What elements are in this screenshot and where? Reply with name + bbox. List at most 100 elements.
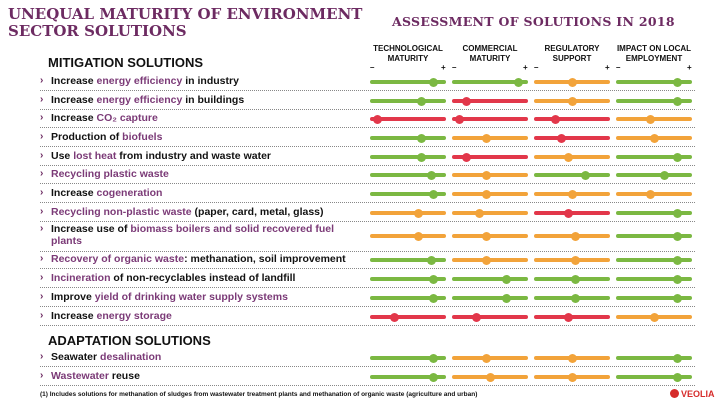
rating-knob — [646, 114, 656, 124]
adaptation-row-label: Seawater desalination — [51, 351, 365, 363]
brand-name: VEOLIA — [681, 389, 715, 399]
rating-bar — [452, 117, 528, 121]
chevron-right-icon: › — [40, 223, 44, 234]
rating-knob — [482, 353, 492, 363]
rating-knob — [482, 133, 492, 143]
label-text: in buildings — [182, 94, 245, 106]
rating-knob — [413, 231, 423, 241]
rating-knob — [672, 293, 682, 303]
rating-bar — [616, 80, 692, 84]
rating-knob — [416, 96, 426, 106]
label-text: Increase — [51, 187, 97, 199]
chevron-right-icon: › — [40, 112, 44, 123]
rating-knob — [659, 170, 669, 180]
rating-bar — [534, 173, 610, 177]
rating-knob — [428, 293, 438, 303]
label-highlight: energy efficiency — [96, 94, 183, 106]
rating-knob — [502, 274, 512, 284]
label-highlight: biomass boilers and solid recovered fuel… — [51, 223, 335, 247]
rating-bar — [616, 277, 692, 281]
chevron-right-icon: › — [40, 168, 44, 179]
mitigation-row-label: Production of biofuels — [51, 131, 365, 143]
row-divider — [40, 366, 695, 367]
mitigation-row-label: Increase CO₂ capture — [51, 112, 365, 124]
rating-bar — [370, 136, 446, 140]
label-highlight: biofuels — [122, 131, 163, 143]
chevron-right-icon: › — [40, 291, 44, 302]
label-highlight: desalination — [100, 351, 162, 363]
label-text: in industry — [182, 75, 239, 87]
mitigation-row-label: Increase cogeneration — [51, 187, 365, 199]
rating-bar — [616, 234, 692, 238]
label-highlight: Recycling non-plastic waste — [51, 206, 192, 218]
scale-plus: + — [441, 63, 446, 72]
rating-knob — [550, 114, 560, 124]
mitigation-row-label: Use lost heat from industry and waste wa… — [51, 150, 365, 162]
label-text: Improve — [51, 291, 95, 303]
rating-bar — [452, 80, 528, 84]
rating-knob — [428, 353, 438, 363]
rating-bar — [370, 211, 446, 215]
rating-bar — [534, 117, 610, 121]
chevron-right-icon: › — [40, 370, 44, 381]
rating-knob — [485, 372, 495, 382]
rating-knob — [672, 208, 682, 218]
label-text: : methanation, soil improvement — [184, 253, 346, 265]
adaptation-heading: ADAPTATION SOLUTIONS — [48, 333, 211, 348]
row-divider — [40, 385, 695, 386]
chevron-right-icon: › — [40, 75, 44, 86]
rating-knob — [649, 312, 659, 322]
scale-minus: – — [616, 63, 621, 72]
chevron-right-icon: › — [40, 150, 44, 161]
rating-knob — [455, 114, 465, 124]
logo-icon — [670, 389, 679, 398]
column-header: IMPACT ON LOCAL EMPLOYMENT — [616, 44, 692, 63]
rating-knob — [557, 133, 567, 143]
rating-bar — [370, 375, 446, 379]
label-text: Increase use of — [51, 223, 131, 235]
rating-knob — [672, 274, 682, 284]
scale-plus: + — [523, 63, 528, 72]
rating-knob — [564, 152, 574, 162]
label-highlight: Incineration — [51, 272, 111, 284]
mitigation-row-label: Increase energy efficiency in industry — [51, 75, 365, 87]
mitigation-row-label: Increase energy efficiency in buildings — [51, 94, 365, 106]
rating-knob — [646, 189, 656, 199]
mitigation-row-label: Recycling plastic waste — [51, 168, 365, 180]
label-text: Use — [51, 150, 74, 162]
label-highlight: cogeneration — [96, 187, 163, 199]
rating-bar — [370, 234, 446, 238]
row-divider — [40, 221, 695, 222]
rating-knob — [428, 189, 438, 199]
rating-knob — [672, 152, 682, 162]
rating-knob — [570, 255, 580, 265]
row-divider — [40, 268, 695, 269]
rating-knob — [428, 274, 438, 284]
rating-knob — [482, 170, 492, 180]
row-divider — [40, 306, 695, 307]
rating-knob — [564, 312, 574, 322]
rating-bar — [370, 258, 446, 262]
label-text: of non-recyclables instead of landfill — [110, 272, 296, 284]
brand-logo: VEOLIA — [670, 389, 715, 399]
rating-knob — [570, 293, 580, 303]
rating-knob — [482, 255, 492, 265]
row-divider — [40, 325, 695, 326]
rating-knob — [672, 372, 682, 382]
rating-knob — [502, 293, 512, 303]
rating-knob — [482, 231, 492, 241]
footnote: (1) Includes solutions for methanation o… — [40, 391, 478, 398]
label-text: Increase — [51, 75, 97, 87]
mitigation-row-label: Recovery of organic waste: methanation, … — [51, 253, 365, 265]
rating-knob — [570, 231, 580, 241]
label-highlight: yield of drinking water supply systems — [94, 291, 288, 303]
rating-bar — [370, 277, 446, 281]
chevron-right-icon: › — [40, 351, 44, 362]
label-text: Increase — [51, 112, 97, 124]
row-divider — [40, 90, 695, 91]
column-header: REGULATORY SUPPORT — [544, 44, 600, 63]
chevron-right-icon: › — [40, 253, 44, 264]
rating-knob — [426, 255, 436, 265]
rating-bar — [452, 315, 528, 319]
rating-knob — [416, 152, 426, 162]
